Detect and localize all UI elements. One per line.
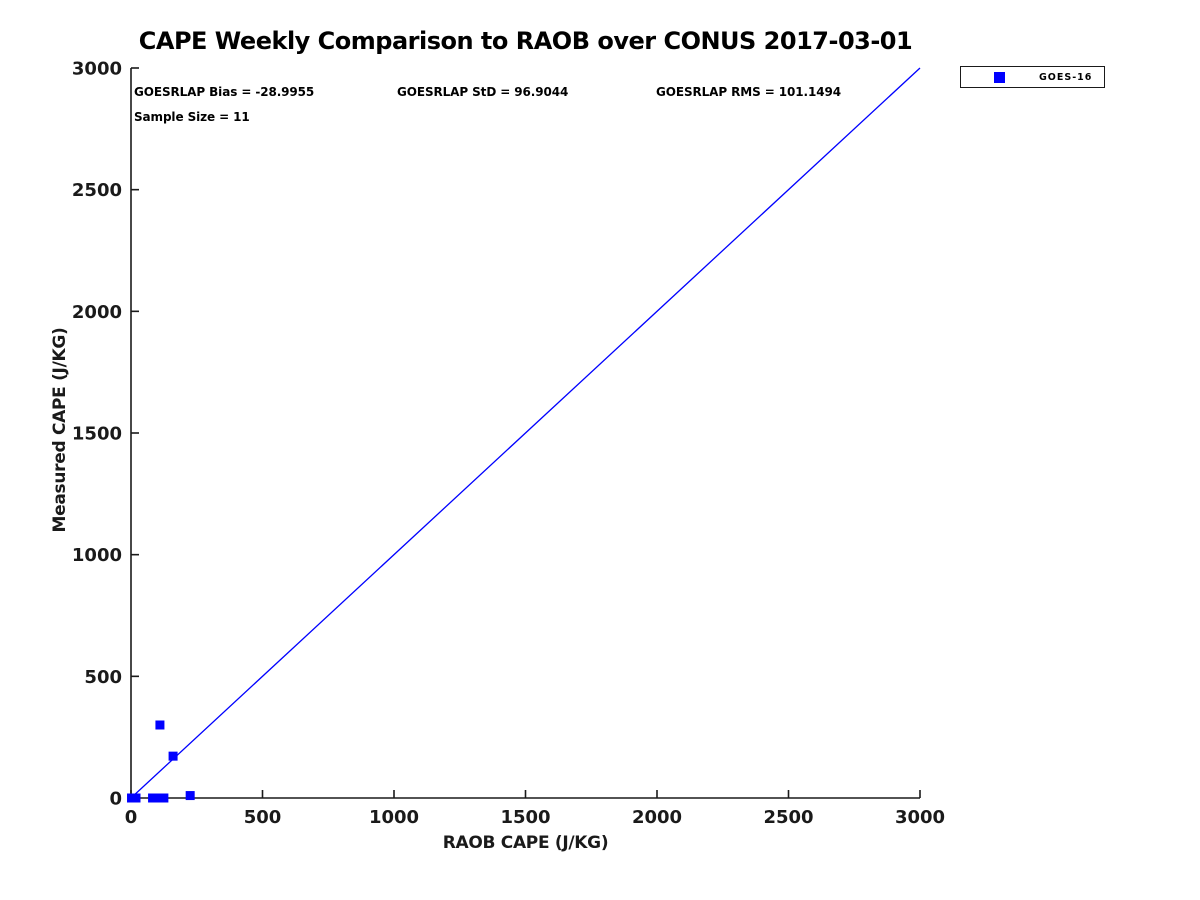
- x-tick-label: 1500: [500, 807, 550, 828]
- identity-line: [130, 67, 921, 799]
- stat-bias: GOESRLAP Bias = -28.9955: [134, 85, 315, 99]
- data-point: [185, 791, 195, 801]
- y-tick-label: 0: [109, 789, 122, 810]
- stat-std: GOESRLAP StD = 96.9044: [397, 85, 569, 99]
- legend-label: GOES-16: [1039, 71, 1093, 83]
- data-point: [168, 751, 178, 761]
- y-tick-label: 1500: [72, 424, 122, 445]
- x-axis-label: RAOB CAPE (J/KG): [442, 833, 609, 853]
- data-point: [155, 720, 165, 730]
- stat-sample-size: Sample Size = 11: [134, 110, 250, 124]
- data-point: [159, 793, 169, 803]
- x-tick-label: 1000: [369, 807, 419, 828]
- data-point: [152, 793, 162, 803]
- x-tick-label: 2500: [763, 807, 813, 828]
- x-tick-label: 0: [125, 807, 138, 828]
- chart-title: CAPE Weekly Comparison to RAOB over CONU…: [138, 27, 913, 55]
- x-tick-label: 2000: [632, 807, 682, 828]
- y-tick-label: 2000: [72, 302, 122, 323]
- x-tick-label: 3000: [895, 807, 945, 828]
- y-tick-label: 500: [84, 667, 122, 688]
- data-point: [131, 793, 141, 803]
- x-tick-label: 500: [244, 807, 282, 828]
- legend: GOES-16: [960, 66, 1105, 88]
- legend-marker-square-icon: [994, 71, 1005, 83]
- y-tick-label: 3000: [72, 59, 122, 80]
- y-tick-label: 2500: [72, 180, 122, 201]
- stat-rms: GOESRLAP RMS = 101.1494: [656, 85, 841, 99]
- y-axis-label: Measured CAPE (J/KG): [50, 327, 70, 533]
- y-tick-label: 1000: [72, 545, 122, 566]
